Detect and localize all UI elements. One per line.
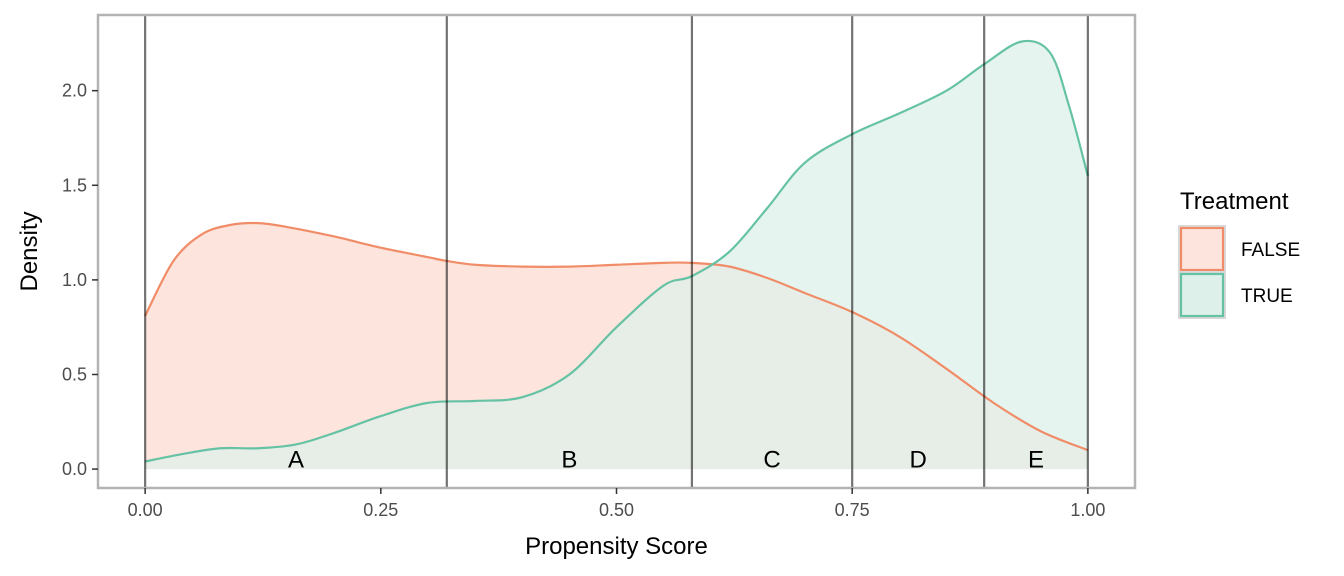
y-tick-label: 1.5 [62, 175, 87, 195]
x-tick-label: 0.25 [363, 500, 398, 520]
x-tick-label: 0.50 [599, 500, 634, 520]
stratum-label-a: A [288, 447, 304, 474]
plot-area: A B C D E 0.00 0.25 0.50 0.75 1.00 0.0 0.5 1.0 1.5 2.0… [16, 13, 1137, 560]
legend-swatch-false [1179, 226, 1225, 272]
y-tick-label: 1.0 [62, 270, 87, 290]
x-axis-title: Propensity Score [525, 533, 708, 560]
density-line-false [144, 221, 1089, 452]
legend-title: Treatment [1180, 188, 1289, 215]
x-tick-label: 0.00 [128, 500, 163, 520]
x-tick-label: 0.75 [835, 500, 870, 520]
stratum-label-d: D [910, 447, 927, 474]
legend-swatch-true [1179, 272, 1225, 318]
stratum-label-b: B [561, 447, 577, 474]
stratum-label-e: E [1028, 447, 1044, 474]
legend: Treatment FALSE TRUE [1178, 188, 1300, 319]
y-tick-label: 0.5 [62, 364, 87, 384]
y-tick-label: 0.0 [62, 459, 87, 479]
legend-label-false: FALSE [1241, 240, 1300, 261]
y-axis-title: Density [16, 211, 43, 291]
stratum-label-c: C [763, 447, 780, 474]
legend-label-true: TRUE [1241, 286, 1293, 307]
y-tick-label: 2.0 [62, 81, 87, 101]
x-tick-label: 1.00 [1070, 500, 1105, 520]
